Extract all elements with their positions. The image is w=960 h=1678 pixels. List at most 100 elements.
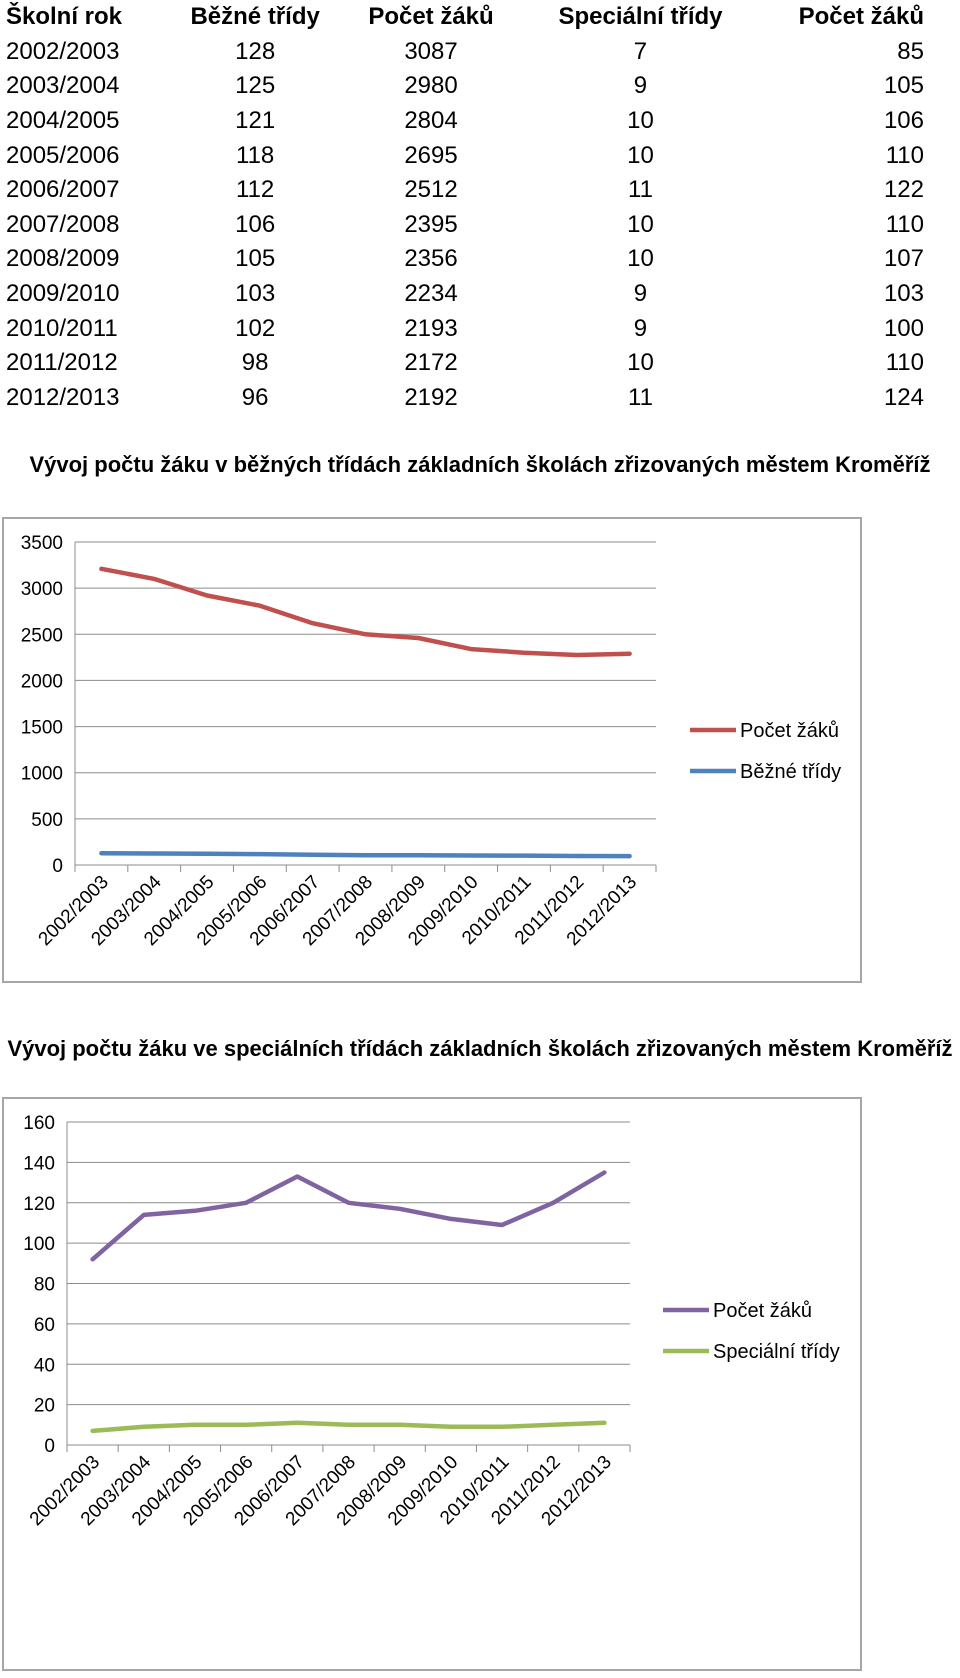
y-tick-label: 1000: [21, 764, 63, 785]
table-cell: 11: [628, 383, 653, 411]
table-cell: 107: [883, 245, 924, 273]
data-table: Školní rok Běžné třídy Počet žáků Speciá…: [6, 0, 946, 415]
y-tick-label: 3000: [21, 579, 63, 600]
table-cell: 2010/2011: [6, 314, 118, 342]
header-regular-pupils: Počet žáků: [368, 3, 494, 31]
table-cell: 98: [241, 349, 269, 377]
table-cell: 10: [627, 210, 654, 238]
table-cell: 10: [627, 107, 654, 135]
table-cell: 2193: [404, 314, 458, 342]
table-cell: 124: [883, 383, 924, 411]
table-cell: 2172: [404, 349, 458, 377]
table-cell: 9: [633, 280, 648, 308]
chart-frame: [2, 517, 862, 983]
table-cell: 105: [235, 245, 276, 273]
table-row: 2011/2012 98 2172 10 110: [6, 346, 946, 381]
table-cell: 110: [885, 349, 924, 377]
chart-frame: [2, 1097, 862, 1671]
y-tick-label: 100: [23, 1234, 55, 1255]
table-row: 2010/2011 102 2193 9 100: [6, 311, 946, 346]
table-cell: 102: [235, 314, 276, 342]
table-cell: 9: [633, 72, 648, 100]
table-cell: 10: [627, 141, 654, 169]
table-cell: 2695: [404, 141, 458, 169]
table-cell: 2008/2009: [6, 245, 120, 273]
y-tick-label: 2500: [21, 625, 63, 646]
header-special-classes: Speciální třídy: [558, 3, 723, 31]
series-line-1: [90, 1170, 607, 1262]
header-regular-classes: Běžné třídy: [190, 3, 320, 31]
table-cell: 128: [235, 37, 276, 65]
header-special-pupils: Počet žáků: [798, 3, 924, 31]
table-cell: 112: [236, 176, 275, 204]
table-row: 2008/2009 105 2356 10 107: [6, 242, 946, 277]
table-row: 2012/2013 96 2192 11 124: [6, 381, 946, 416]
table-cell: 106: [883, 107, 924, 135]
table-cell: 2002/2003: [6, 37, 120, 65]
series-line-2: [99, 850, 632, 859]
table-row: 2003/2004 125 2980 9 105: [6, 69, 946, 104]
y-tick-label: 160: [23, 1113, 55, 1134]
table-row: 2002/2003 128 3087 7 85: [6, 35, 946, 70]
table-cell: 2006/2007: [6, 176, 120, 204]
y-tick-label: 80: [34, 1275, 55, 1296]
table-cell: 103: [883, 280, 924, 308]
table-cell: 2395: [404, 210, 458, 238]
table-cell: 85: [897, 37, 924, 65]
table-cell: 2004/2005: [6, 107, 120, 135]
table-cell: 9: [633, 314, 648, 342]
table-cell: 103: [235, 280, 276, 308]
table-row: 2009/2010 103 2234 9 103: [6, 277, 946, 312]
table-cell: 96: [241, 383, 269, 411]
y-tick-label: 0: [52, 856, 63, 877]
table-cell: 10: [627, 349, 654, 377]
table-cell: 125: [235, 72, 276, 100]
table-cell: 110: [885, 141, 924, 169]
y-tick-label: 0: [44, 1436, 55, 1457]
table-cell: 10: [627, 245, 654, 273]
table-cell: 110: [885, 210, 924, 238]
table-cell: 2003/2004: [6, 72, 120, 100]
y-tick-label: 2000: [21, 671, 63, 692]
header-school-year: Školní rok: [6, 3, 123, 31]
table-cell: 11: [628, 176, 653, 204]
y-tick-label: 140: [23, 1153, 55, 1174]
table-row: 2007/2008 106 2395 10 110: [6, 208, 946, 243]
table-cell: 105: [883, 72, 924, 100]
legend-label-2: Speciální třídy: [713, 1341, 840, 1363]
table-body: 2002/2003 128 3087 7 85 2003/2004 125 2980 9 105 2…: [6, 35, 946, 416]
table-cell: 118: [236, 141, 275, 169]
table-cell: 2011/2012: [6, 349, 118, 377]
table-cell: 2804: [404, 107, 458, 135]
table-cell: 2192: [404, 383, 458, 411]
table-cell: 3087: [404, 37, 458, 65]
table-cell: 7: [633, 37, 648, 65]
series-line-2: [90, 1420, 607, 1434]
table-row: 2004/2005 121 2804 10 106: [6, 104, 946, 139]
table-cell: 2005/2006: [6, 141, 120, 169]
table-cell: 2012/2013: [6, 383, 120, 411]
table-cell: 122: [883, 176, 924, 204]
y-tick-label: 60: [34, 1315, 55, 1336]
y-tick-label: 1500: [21, 718, 63, 739]
table-cell: 106: [235, 210, 276, 238]
table-cell: 2234: [404, 280, 458, 308]
table-cell: 121: [235, 107, 276, 135]
table-header-row: Školní rok Běžné třídy Počet žáků Speciá…: [6, 0, 946, 35]
y-tick-label: 40: [34, 1355, 55, 1376]
y-tick-label: 3500: [21, 533, 63, 554]
table-cell: 2356: [404, 245, 458, 273]
table-cell: 2007/2008: [6, 210, 120, 238]
legend-label-1: Počet žáků: [713, 1300, 812, 1322]
y-tick-label: 500: [31, 810, 63, 831]
series-line-1: [99, 566, 632, 658]
table-cell: 2980: [404, 72, 458, 100]
table-row: 2005/2006 118 2695 10 110: [6, 138, 946, 173]
table-row: 2006/2007 112 2512 11 122: [6, 173, 946, 208]
table-cell: 2009/2010: [6, 280, 120, 308]
y-tick-label: 20: [34, 1396, 55, 1417]
chart-2-title: Vývoj počtu žáku ve speciálních třídách …: [7, 1036, 953, 1061]
table-cell: 2512: [404, 176, 458, 204]
